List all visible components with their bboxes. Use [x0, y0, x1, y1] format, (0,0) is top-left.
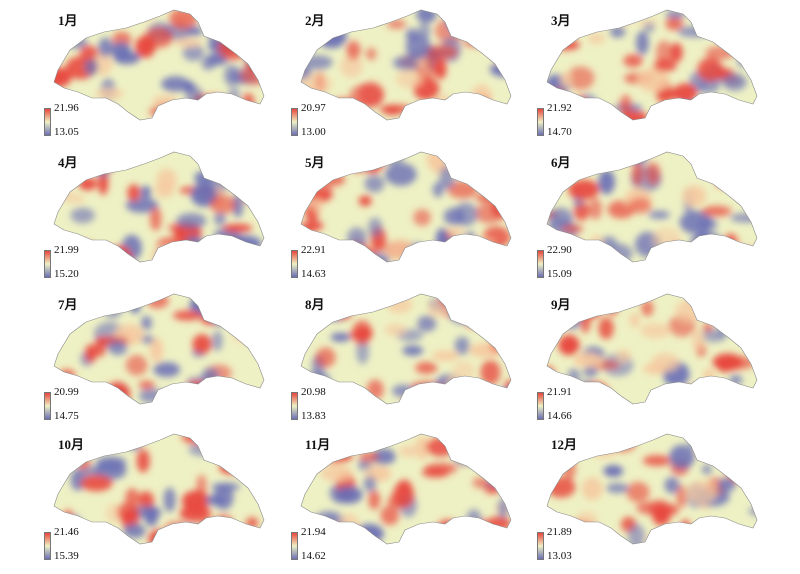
legend-color-bar [537, 532, 544, 560]
legend-max-value: 21.46 [54, 526, 79, 538]
legend-max-value: 21.99 [54, 244, 79, 256]
legend-max-value: 22.91 [301, 244, 326, 256]
color-legend: 20.97 13.00 [291, 102, 351, 144]
month-title: 6月 [551, 155, 571, 170]
color-legend: 21.91 14.66 [537, 386, 597, 428]
legend-color-bar [537, 392, 544, 420]
month-title: 10月 [58, 437, 85, 452]
legend-color-bar [44, 108, 51, 136]
month-title: 8月 [305, 297, 325, 312]
legend-color-bar [291, 532, 298, 560]
month-panel: 3月 21.92 14.70 [533, 8, 773, 148]
color-legend: 22.90 15.09 [537, 244, 597, 286]
month-panel: 5月 22.91 14.63 [287, 150, 527, 290]
region-map [546, 433, 758, 545]
region-map [546, 9, 758, 121]
legend-max-value: 22.90 [547, 244, 572, 256]
color-legend: 21.96 13.05 [44, 102, 104, 144]
month-panel: 9月 21.91 14.66 [533, 292, 773, 432]
legend-max-value: 20.99 [54, 386, 79, 398]
region-map [300, 151, 512, 263]
legend-color-bar [44, 532, 51, 560]
region-map [53, 293, 265, 405]
color-legend: 22.91 14.63 [291, 244, 351, 286]
legend-max-value: 21.91 [547, 386, 572, 398]
legend-min-value: 14.66 [547, 410, 572, 422]
legend-min-value: 13.83 [301, 410, 326, 422]
legend-max-value: 21.92 [547, 102, 572, 114]
legend-min-value: 13.00 [301, 126, 326, 138]
region-map [300, 293, 512, 405]
month-title: 9月 [551, 297, 571, 312]
legend-min-value: 15.39 [54, 550, 79, 562]
color-legend: 21.92 14.70 [537, 102, 597, 144]
legend-min-value: 13.03 [547, 550, 572, 562]
legend-min-value: 14.62 [301, 550, 326, 562]
month-panel: 11月 21.94 14.62 [287, 432, 527, 572]
month-panel: 4月 21.99 15.20 [40, 150, 280, 290]
legend-min-value: 14.63 [301, 268, 326, 280]
legend-min-value: 13.05 [54, 126, 79, 138]
legend-color-bar [44, 392, 51, 420]
color-legend: 20.99 14.75 [44, 386, 104, 428]
region-map [546, 151, 758, 263]
color-legend: 21.89 13.03 [537, 526, 597, 568]
month-title: 3月 [551, 13, 571, 28]
color-legend: 21.46 15.39 [44, 526, 104, 568]
legend-color-bar [537, 108, 544, 136]
region-map [300, 433, 512, 545]
month-panel: 7月 20.99 14.75 [40, 292, 280, 432]
region-map [53, 151, 265, 263]
legend-max-value: 20.98 [301, 386, 326, 398]
region-map [53, 9, 265, 121]
legend-color-bar [291, 250, 298, 278]
legend-min-value: 14.75 [54, 410, 79, 422]
month-title: 5月 [305, 155, 325, 170]
legend-min-value: 14.70 [547, 126, 572, 138]
legend-color-bar [44, 250, 51, 278]
legend-color-bar [537, 250, 544, 278]
legend-max-value: 20.97 [301, 102, 326, 114]
color-legend: 21.94 14.62 [291, 526, 351, 568]
legend-max-value: 21.96 [54, 102, 79, 114]
month-panel: 12月 21.89 13.03 [533, 432, 773, 572]
legend-min-value: 15.20 [54, 268, 79, 280]
month-title: 2月 [305, 13, 325, 28]
month-panel: 6月 22.90 15.09 [533, 150, 773, 290]
month-title: 7月 [58, 297, 78, 312]
month-panel: 8月 20.98 13.83 [287, 292, 527, 432]
legend-max-value: 21.94 [301, 526, 326, 538]
legend-min-value: 15.09 [547, 268, 572, 280]
legend-color-bar [291, 108, 298, 136]
month-panel: 1月 21.96 13.05 [40, 8, 280, 148]
region-map [546, 293, 758, 405]
month-panel: 10月 21.46 15.39 [40, 432, 280, 572]
region-map [300, 9, 512, 121]
color-legend: 21.99 15.20 [44, 244, 104, 286]
month-title: 12月 [551, 437, 578, 452]
month-title: 1月 [58, 13, 78, 28]
month-title: 4月 [58, 155, 78, 170]
legend-max-value: 21.89 [547, 526, 572, 538]
region-map [53, 433, 265, 545]
month-panel: 2月 20.97 13.00 [287, 8, 527, 148]
legend-color-bar [291, 392, 298, 420]
month-title: 11月 [305, 437, 331, 452]
color-legend: 20.98 13.83 [291, 386, 351, 428]
